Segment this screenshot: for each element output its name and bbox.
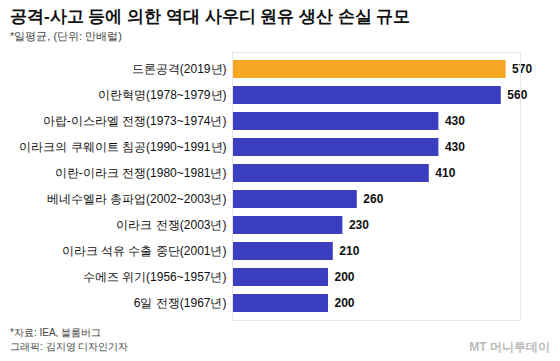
svg-text:이라크의 쿠웨이트 침공(1990~1991년): 이라크의 쿠웨이트 침공(1990~1991년) [19,140,226,154]
svg-text:260: 260 [363,192,383,206]
svg-text:베네수엘라 총파업(2002~2003년): 베네수엘라 총파업(2002~2003년) [47,192,227,206]
svg-text:200: 200 [335,296,355,310]
html-text:그래픽: 김지영 디자인기자: 그래픽: 김지영 디자인기자 [10,341,129,352]
svg-text:200: 200 [335,270,355,284]
html-text:*자료: IEA, 블룸버그: *자료: IEA, 블룸버그 [10,327,102,338]
svg-text:570: 570 [512,62,532,76]
svg-text:430: 430 [445,140,465,154]
svg-text:230: 230 [349,218,369,232]
svg-text:이라크 석유 수출 중단(2001년): 이라크 석유 수출 중단(2001년) [62,244,227,258]
svg-text:이란-이라크 전쟁(1980~1981년): 이란-이라크 전쟁(1980~1981년) [55,166,227,180]
svg-text:210: 210 [339,244,359,258]
svg-text:이란혁명(1978~1979년): 이란혁명(1978~1979년) [98,88,226,102]
svg-text:드론공격(2019년): 드론공격(2019년) [132,62,227,76]
html-text:MT 머니투데이: MT 머니투데이 [469,340,550,354]
svg-text:410: 410 [435,166,455,180]
svg-text:430: 430 [445,114,465,128]
html-text:공격-사고 등에 의한 역대 사우디 원유 생산 손실 규모: 공격-사고 등에 의한 역대 사우디 원유 생산 손실 규모 [10,7,411,26]
svg-text:아랍-이스라엘 전쟁(1973~1974년): 아랍-이스라엘 전쟁(1973~1974년) [43,114,227,128]
svg-text:6일 전쟁(1967년): 6일 전쟁(1967년) [134,296,227,310]
svg-text:560: 560 [507,88,527,102]
svg-text:이라크 전쟁(2003년): 이라크 전쟁(2003년) [116,218,226,232]
html-text:*일평균, (단위: 만배럴): *일평균, (단위: 만배럴) [10,30,122,42]
svg-text:수에즈 위기(1956~1957년): 수에즈 위기(1956~1957년) [83,270,227,284]
